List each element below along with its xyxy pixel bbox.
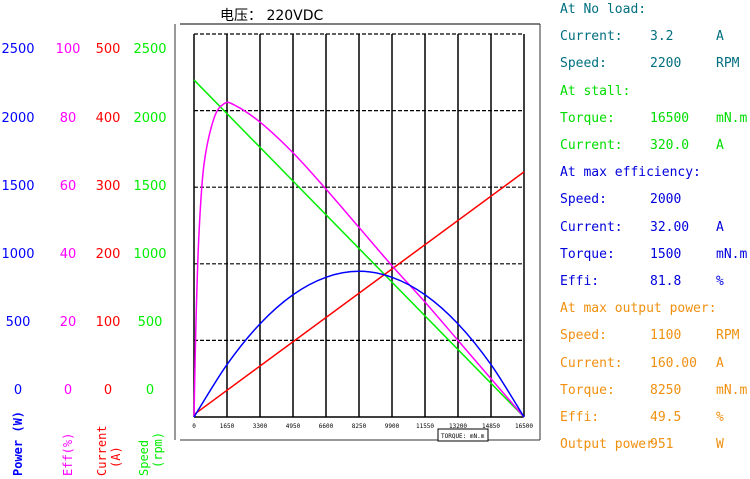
y-tick-label: 1000	[1, 247, 34, 262]
x-tick-label: 1650	[220, 423, 235, 430]
y-tick-label: 1500	[133, 179, 166, 194]
row-value: 16500	[650, 110, 690, 126]
row-unit: A	[716, 138, 724, 153]
row-unit: A	[716, 355, 724, 371]
y-tick-label: 1000	[133, 247, 166, 262]
y-tick-label: 60	[60, 179, 77, 194]
row-unit: RPM	[716, 328, 740, 344]
row-label: Current:	[560, 355, 623, 371]
row-value: 2200	[650, 56, 682, 72]
y-tick-label: 0	[146, 383, 154, 398]
y-tick-label: 500	[138, 315, 163, 330]
row-value: 951	[650, 437, 674, 453]
y-tick-label: 100	[96, 315, 121, 330]
row-label: Speed:	[560, 328, 607, 344]
row-label: Current:	[560, 138, 623, 153]
x-tick-label: 11550	[416, 423, 434, 430]
maxpower-heading: At max output power:	[560, 301, 717, 317]
row-label: Torque:	[560, 382, 615, 398]
y-tick-label: 20	[60, 315, 77, 330]
row-label: Torque:	[560, 246, 615, 262]
y-tick-label: 400	[96, 111, 121, 126]
x-tick-label: 14850	[482, 423, 500, 430]
x-tick-label: 0	[192, 423, 196, 430]
row-value: 1100	[650, 328, 682, 344]
row-unit: %	[716, 410, 724, 425]
row-value: 32.00	[650, 219, 690, 235]
row-unit: RPM	[716, 56, 740, 72]
x-tick-label: 16500	[515, 423, 533, 430]
y-tick-label: 500	[96, 42, 121, 57]
row-value: 49.5	[650, 410, 682, 425]
xlabel-box	[437, 428, 489, 442]
y-tick-label: 80	[60, 111, 77, 126]
y-tick-label: 300	[96, 179, 121, 194]
y-tick-label: 200	[96, 247, 121, 262]
y-tick-label: 100	[56, 42, 81, 57]
stall-heading: At stall:	[560, 83, 631, 99]
y-tick-label: 0	[64, 383, 72, 398]
row-value: 8250	[650, 382, 682, 398]
series-line-power-w	[193, 270, 525, 418]
maxeff-heading: At max efficiency:	[560, 165, 701, 181]
x-tick-label: 6600	[319, 423, 334, 430]
row-unit: A	[716, 29, 724, 45]
x-axis-label: TORQUE: mN.m	[441, 433, 485, 440]
row-value: 3.2	[650, 29, 674, 45]
row-unit: A	[716, 219, 724, 235]
row-label: Current:	[560, 219, 623, 235]
y-tick-label: 2500	[1, 42, 34, 57]
y-axis-label: Speed(rpm)	[137, 432, 165, 476]
series-line-speed-rpm	[193, 79, 525, 418]
row-unit: mN.m	[716, 246, 748, 262]
y-tick-label: 2500	[133, 42, 166, 57]
series-line-current-a	[193, 171, 525, 416]
row-label: Output power	[560, 437, 654, 453]
row-value: 2000	[650, 192, 682, 208]
y-tick-label: 0	[104, 383, 112, 398]
noload-heading: At No load:	[560, 2, 647, 17]
y-tick-label: 2000	[133, 111, 166, 126]
x-tick-label: 8250	[352, 423, 367, 430]
y-tick-label: 1500	[1, 179, 34, 194]
row-unit: mN.m	[716, 110, 748, 126]
y-axis-label: Eff(%)	[61, 433, 75, 476]
row-label: Speed:	[560, 192, 607, 208]
row-unit: %	[716, 274, 724, 289]
row-unit: W	[716, 437, 724, 453]
row-label: Effi:	[560, 410, 600, 425]
row-label: Current:	[560, 29, 623, 45]
y-tick-label: 0	[14, 383, 22, 398]
x-tick-label: 4950	[286, 423, 301, 430]
y-axis-label: Current(A)	[95, 425, 123, 476]
y-tick-label: 2000	[1, 111, 34, 126]
chart-title: 电压： 220VDC	[220, 8, 324, 24]
row-unit: mN.m	[716, 382, 748, 398]
x-tick-label: 3300	[253, 423, 268, 430]
series-line-eff	[193, 101, 525, 418]
row-value: 160.00	[650, 355, 697, 371]
row-label: Speed:	[560, 56, 607, 72]
x-tick-label: 9900	[385, 423, 400, 430]
y-tick-label: 500	[6, 315, 31, 330]
row-label: Torque:	[560, 110, 615, 126]
row-value: 1500	[650, 246, 682, 262]
row-value: 320.0	[650, 138, 690, 153]
row-value: 81.8	[650, 274, 682, 289]
y-tick-label: 40	[60, 247, 77, 262]
x-tick-label: 13200	[449, 423, 467, 430]
y-axis-label: Power (W)	[11, 411, 25, 476]
row-label: Effi:	[560, 274, 600, 289]
